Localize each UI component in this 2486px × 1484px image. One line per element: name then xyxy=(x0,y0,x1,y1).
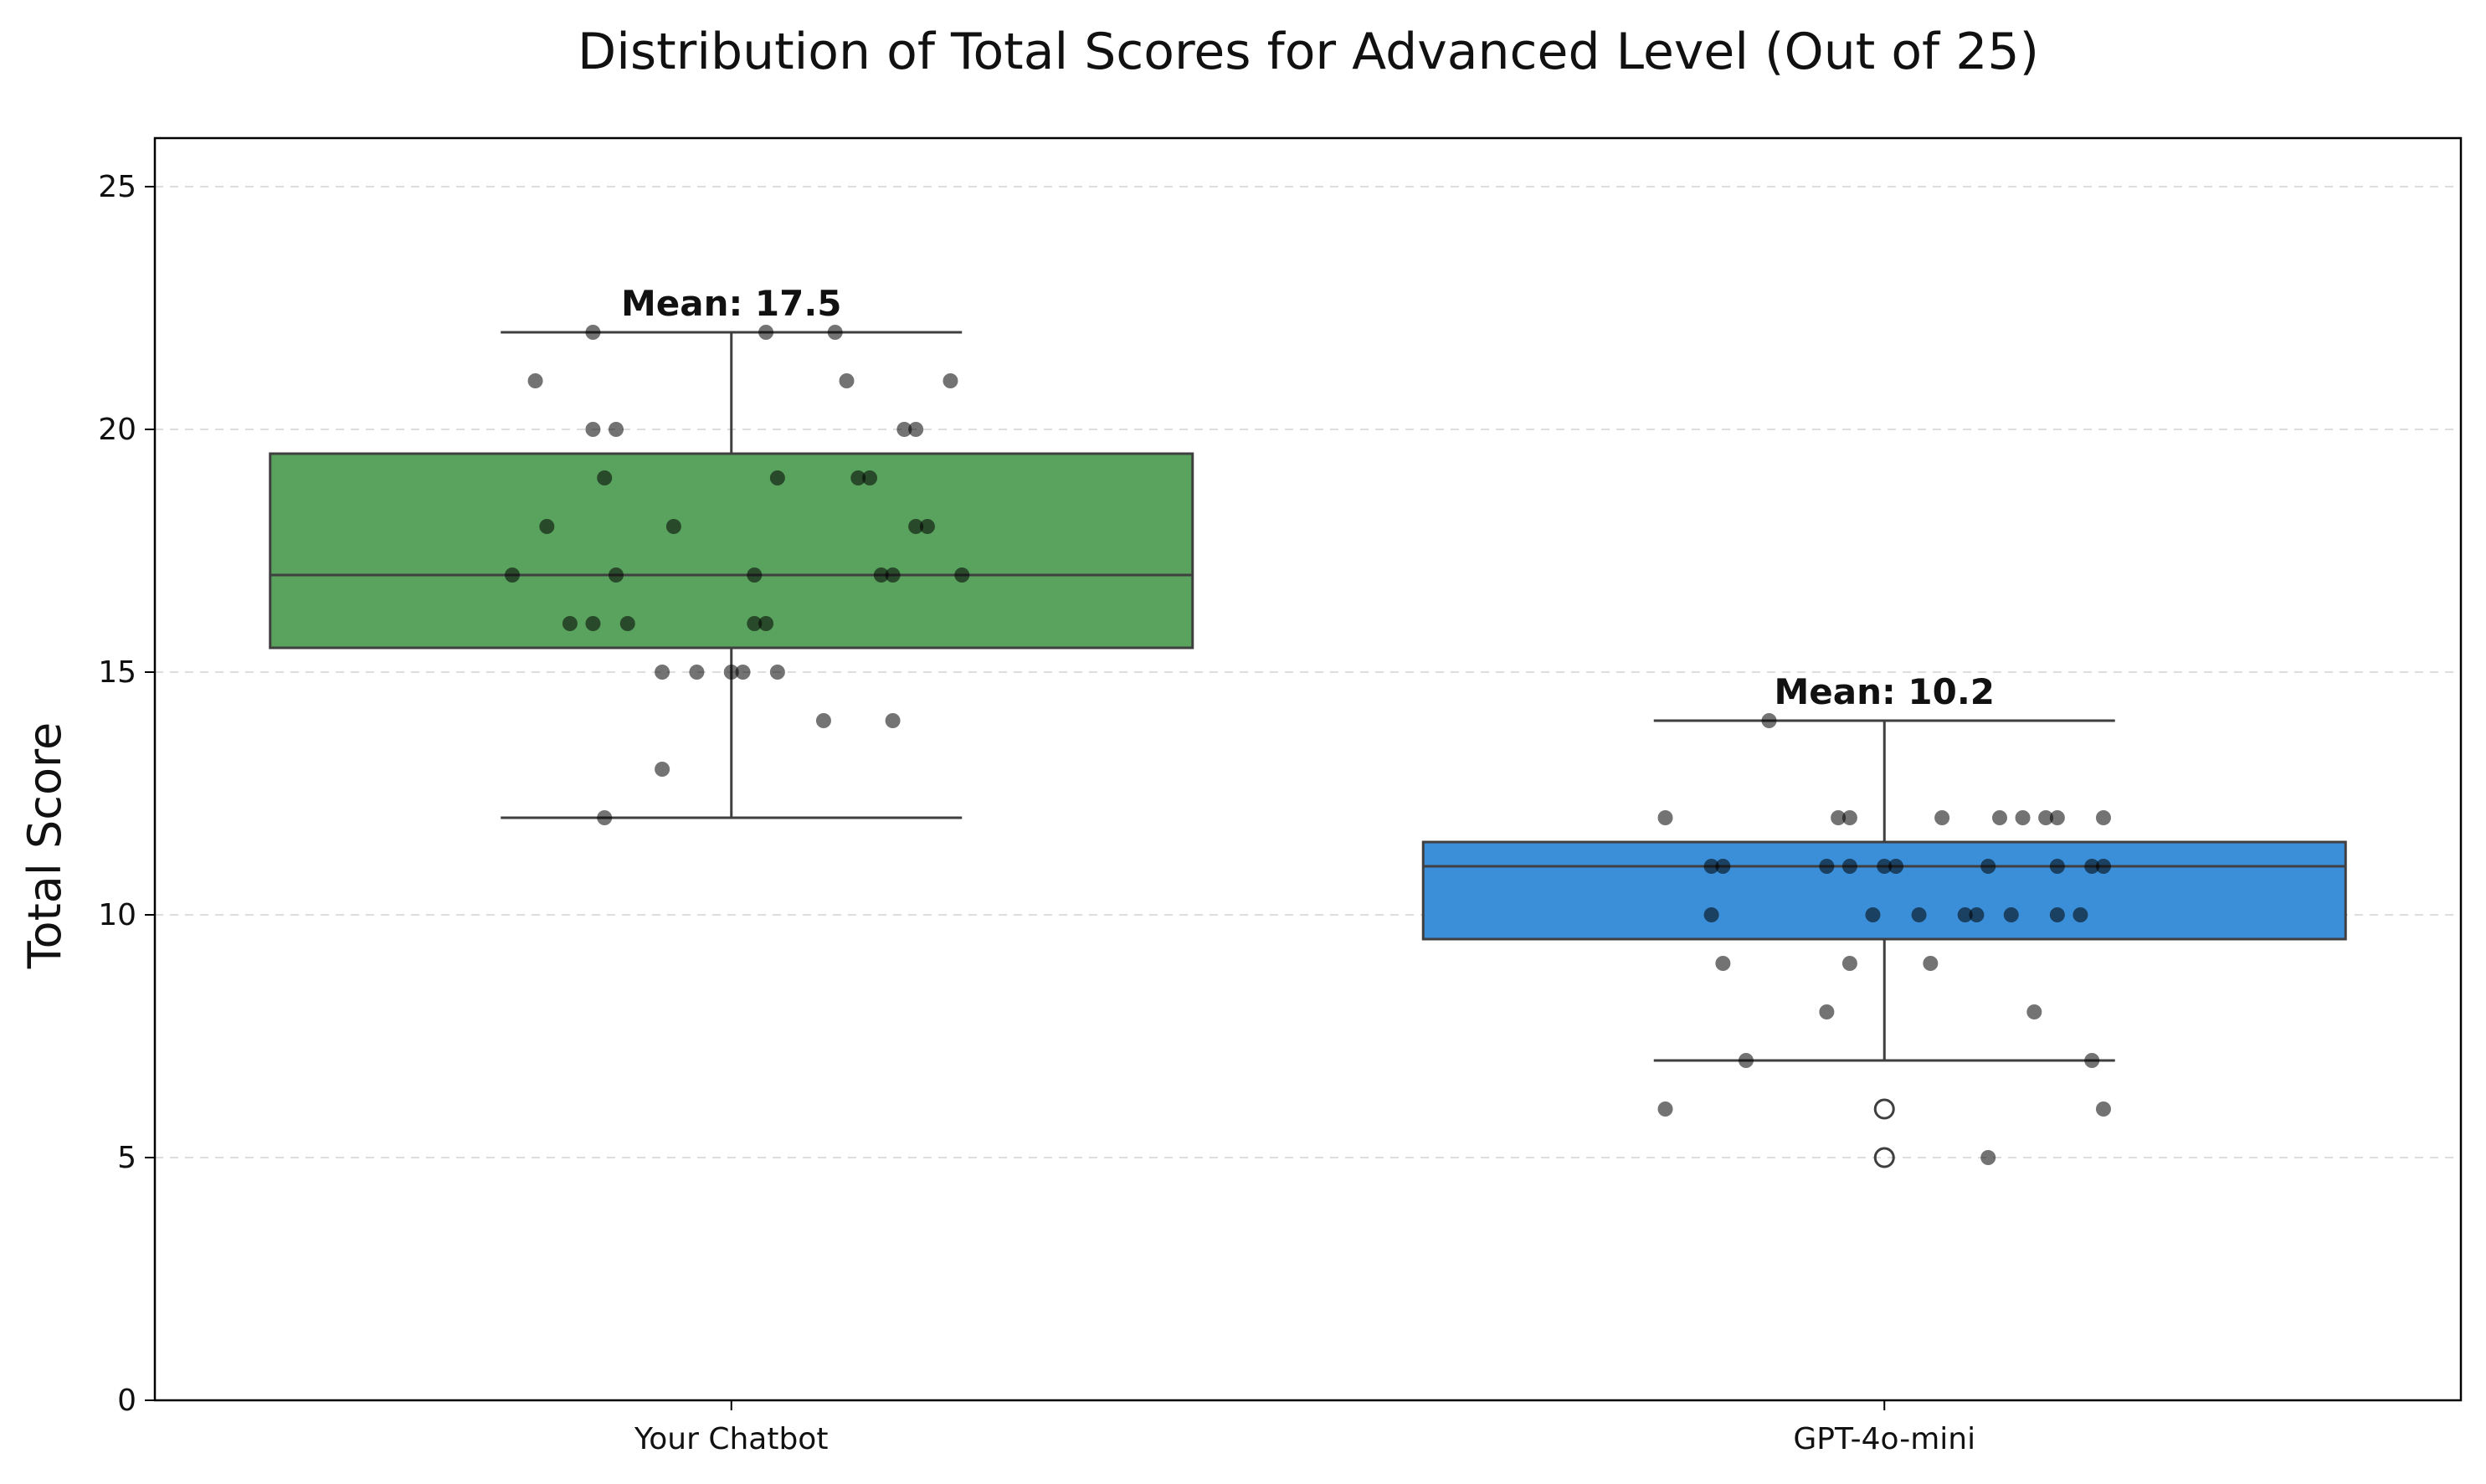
data-point xyxy=(850,470,866,485)
data-point xyxy=(1715,956,1731,971)
data-point xyxy=(758,325,774,340)
data-point xyxy=(1715,859,1731,874)
data-point xyxy=(1969,907,1985,922)
y-tick-label: 10 xyxy=(98,898,136,932)
data-point xyxy=(1761,713,1777,728)
data-point xyxy=(2049,810,2065,825)
data-point xyxy=(1841,956,1857,971)
data-point xyxy=(1877,859,1893,874)
data-point xyxy=(2049,907,2065,922)
data-point xyxy=(839,373,855,388)
data-point xyxy=(562,616,578,631)
data-point xyxy=(1703,907,1719,922)
data-point xyxy=(873,567,889,583)
box-iqr xyxy=(1421,840,2347,941)
data-point xyxy=(2084,1053,2100,1068)
mean-labels: Mean: 17.5 Mean: 10.2 xyxy=(621,283,1995,712)
data-point xyxy=(2084,859,2100,874)
data-point xyxy=(1865,907,1881,922)
box-iqr xyxy=(269,452,1194,650)
data-point xyxy=(885,713,901,728)
data-point xyxy=(827,325,843,340)
data-point xyxy=(527,373,543,388)
y-tick-label: 5 xyxy=(117,1141,136,1175)
y-axis-label: Total Score xyxy=(18,722,71,970)
data-point xyxy=(1888,859,1904,874)
data-point xyxy=(908,519,924,534)
data-point xyxy=(815,713,831,728)
chart-title: Distribution of Total Scores for Advance… xyxy=(578,23,2039,81)
data-point xyxy=(1819,1004,1835,1019)
data-point xyxy=(597,470,613,485)
data-point xyxy=(1738,1053,1754,1068)
data-point xyxy=(2038,810,2054,825)
data-point xyxy=(585,325,601,340)
data-point xyxy=(1703,859,1719,874)
x-tick-label: Your Chatbot xyxy=(634,1422,828,1456)
data-point xyxy=(1657,1101,1673,1117)
outlier-point xyxy=(1873,1147,1895,1168)
mean-label: Mean: 17.5 xyxy=(621,283,842,324)
data-point xyxy=(1957,907,1973,922)
y-tick-label: 15 xyxy=(98,655,136,690)
axes: 0 5 10 15 20 25 Your Chatbot GPT-4o-mini xyxy=(98,136,2463,1456)
data-point xyxy=(655,665,670,680)
data-point xyxy=(769,470,785,485)
data-point xyxy=(943,373,958,388)
box-group xyxy=(269,331,2347,1168)
data-point xyxy=(585,422,601,437)
data-point xyxy=(609,567,624,583)
data-point xyxy=(747,616,763,631)
x-tick-label: GPT-4o-mini xyxy=(1793,1422,1975,1456)
data-point xyxy=(597,810,613,825)
data-point xyxy=(2049,859,2065,874)
data-point xyxy=(619,616,635,631)
data-point xyxy=(896,422,912,437)
data-point xyxy=(2095,810,2111,825)
data-point xyxy=(1980,859,1996,874)
data-point xyxy=(723,665,739,680)
data-point xyxy=(585,616,601,631)
data-point xyxy=(1923,956,1939,971)
data-point xyxy=(954,567,970,583)
data-point xyxy=(758,616,774,631)
data-point xyxy=(1992,810,2007,825)
mean-label: Mean: 10.2 xyxy=(1774,671,1995,712)
data-point xyxy=(1819,859,1835,874)
plot-frame xyxy=(153,136,2463,1402)
outlier-point xyxy=(1873,1098,1895,1120)
data-point xyxy=(655,762,670,777)
data-point xyxy=(1841,810,1857,825)
y-tick-label: 0 xyxy=(117,1384,136,1418)
data-point xyxy=(689,665,705,680)
data-point xyxy=(1980,1150,1996,1165)
data-point xyxy=(919,519,935,534)
data-point xyxy=(609,422,624,437)
data-point xyxy=(1841,859,1857,874)
data-point xyxy=(885,567,901,583)
data-point xyxy=(1657,810,1673,825)
y-tick-label: 25 xyxy=(98,170,136,204)
data-point xyxy=(539,519,555,534)
data-point xyxy=(735,665,751,680)
data-point xyxy=(908,422,924,437)
data-point xyxy=(1831,810,1847,825)
data-point xyxy=(2003,907,2019,922)
data-point xyxy=(1934,810,1950,825)
data-point xyxy=(2015,810,2031,825)
data-point xyxy=(769,665,785,680)
y-tick-label: 20 xyxy=(98,413,136,447)
data-point xyxy=(1911,907,1927,922)
data-point xyxy=(862,470,878,485)
data-point xyxy=(2095,859,2111,874)
data-point xyxy=(505,567,521,583)
data-point xyxy=(2095,1101,2111,1117)
data-point xyxy=(2073,907,2088,922)
data-point xyxy=(665,519,681,534)
strip-points xyxy=(505,325,2111,1165)
data-point xyxy=(2026,1004,2042,1019)
data-point xyxy=(747,567,763,583)
